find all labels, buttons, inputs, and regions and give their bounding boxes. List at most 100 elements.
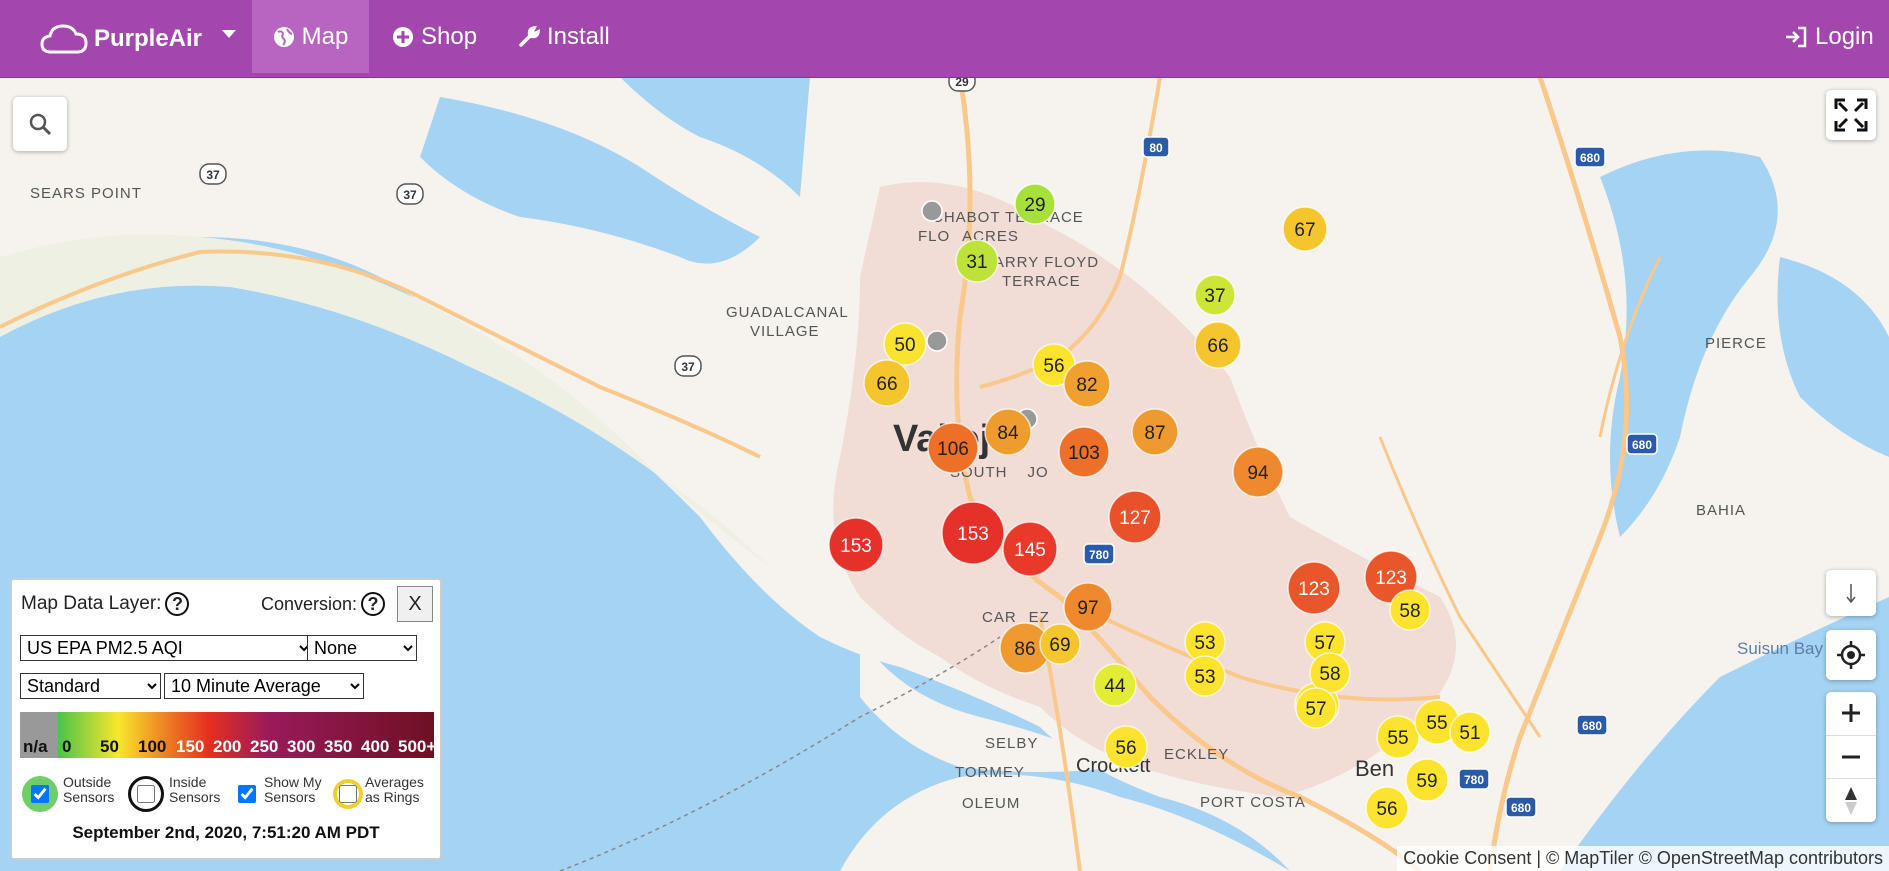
sensor-marker[interactable]: 66	[1194, 321, 1242, 369]
sensor-marker[interactable]: 145	[1002, 521, 1058, 577]
sensor-marker[interactable]: 106	[927, 422, 979, 474]
brand-dropdown-caret[interactable]	[222, 30, 236, 38]
download-button[interactable]	[1826, 570, 1876, 616]
nav-install[interactable]: Install	[518, 0, 610, 73]
map-canvas[interactable]: SEARS POINT CHABOT TERRACE FLO ACRES HAR…	[0, 77, 1889, 871]
sensor-marker[interactable]: 44	[1093, 663, 1137, 707]
place-label: TORMEY	[955, 764, 1025, 781]
sensor-aqi-label: 58	[1319, 664, 1340, 685]
sensor-marker[interactable]: 51	[1449, 711, 1491, 753]
sensor-marker[interactable]: 69	[1039, 623, 1081, 665]
map-data-layer-help-icon[interactable]: ?	[165, 592, 190, 616]
averages-as-rings-checkbox[interactable]	[339, 785, 357, 803]
sensor-aqi-label: 31	[966, 252, 987, 273]
sign-in-icon	[1786, 26, 1807, 47]
outside-sensors-toggle[interactable]	[22, 776, 58, 812]
conversion-select[interactable]: None	[307, 635, 417, 661]
legend-label: 250	[250, 737, 279, 756]
outside-sensors-checkbox[interactable]	[31, 785, 49, 803]
sensor-marker[interactable]: 66	[863, 359, 911, 407]
shield-label: 37	[206, 168, 220, 182]
login-link[interactable]: Login	[1784, 0, 1874, 73]
cloud-icon	[40, 23, 88, 53]
sensor-marker[interactable]: 86	[999, 622, 1051, 674]
averages-as-rings-toggle[interactable]	[333, 779, 363, 809]
average-period-select[interactable]: 10 Minute Average	[164, 673, 364, 699]
search-button[interactable]	[13, 97, 67, 151]
sensor-marker[interactable]: 53	[1184, 655, 1226, 697]
sensor-marker[interactable]: 59	[1405, 758, 1449, 802]
sensor-aqi-label: 57	[1314, 633, 1335, 654]
data-layer-select[interactable]: US EPA PM2.5 AQI	[20, 635, 313, 661]
brand-name: PurpleAir	[94, 24, 203, 52]
search-icon	[29, 113, 52, 136]
show-my-sensors-checkbox[interactable]	[238, 785, 256, 803]
sensor-aqi-label: 37	[1204, 286, 1225, 307]
legend-label: 300	[287, 737, 316, 756]
sensor-marker[interactable]: 50	[883, 322, 927, 366]
sensor-marker[interactable]: 31	[955, 239, 999, 283]
interstate-shield: 680	[1576, 714, 1608, 736]
sensor-aqi-label: 56	[1043, 356, 1064, 377]
sensor-aqi-label: 56	[1376, 799, 1397, 820]
plus-circle-icon	[393, 26, 413, 47]
sensor-marker[interactable]: 58	[1389, 589, 1431, 631]
sensor-marker[interactable]: 67	[1282, 206, 1328, 252]
wrench-icon	[519, 25, 540, 47]
sensor-aqi-label: 86	[1014, 639, 1035, 660]
sensor-aqi-label: 123	[1375, 568, 1407, 589]
sensor-aqi-label: 66	[876, 374, 897, 395]
sensor-marker[interactable]: 94	[1232, 446, 1284, 498]
legend-label: 350	[324, 737, 353, 756]
close-panel-button[interactable]: X	[397, 586, 433, 622]
inside-sensors-label: Inside Sensors	[169, 774, 221, 805]
inside-sensors-toggle[interactable]	[128, 776, 164, 812]
fullscreen-button[interactable]	[1826, 90, 1876, 140]
sensor-marker[interactable]: 58	[1309, 652, 1351, 694]
sensor-aqi-label: 153	[957, 524, 989, 545]
nav-install-label: Install	[547, 22, 610, 50]
sensor-marker[interactable]: 57	[1295, 687, 1337, 729]
nav-shop[interactable]: Shop	[392, 0, 477, 73]
legend-label: 50	[100, 737, 119, 756]
sensor-marker[interactable]: 82	[1063, 360, 1111, 408]
sensor-marker[interactable]: 123	[1287, 561, 1341, 615]
sensor-marker[interactable]: 56	[1104, 725, 1148, 769]
sensor-marker[interactable]: 87	[1131, 408, 1179, 456]
sensor-marker[interactable]: 127	[1108, 490, 1162, 544]
sensor-marker[interactable]: 84	[984, 408, 1032, 456]
sensor-na-marker[interactable]	[926, 330, 948, 352]
sensor-marker[interactable]: 56	[1032, 343, 1076, 387]
aqi-color-legend: n/a 0 50 100 150 200 250 300 350 400 500…	[20, 712, 436, 758]
sensor-aqi-label: 53	[1194, 633, 1215, 654]
conversion-label: Conversion:	[261, 593, 358, 614]
sensor-marker[interactable]: 55	[1376, 715, 1420, 759]
scale-select[interactable]: Standard	[20, 673, 161, 699]
sensor-marker[interactable]: 153	[828, 517, 884, 573]
sensor-marker[interactable]: 55	[1414, 699, 1460, 745]
legend-label: n/a	[23, 737, 48, 756]
nav-map[interactable]: Map	[252, 0, 369, 73]
zoom-out-button[interactable]	[1826, 736, 1876, 780]
brand-logo[interactable]: PurpleAir	[40, 0, 202, 77]
geolocate-button[interactable]	[1826, 630, 1876, 680]
sensor-na-marker[interactable]	[921, 200, 943, 222]
sensor-marker[interactable]: 56	[1365, 786, 1409, 830]
sensor-marker[interactable]: 29	[1014, 183, 1056, 225]
sensor-marker[interactable]: 123	[1364, 550, 1418, 604]
sensor-marker[interactable]: 53	[1184, 621, 1226, 663]
inside-sensors-checkbox[interactable]	[137, 785, 155, 803]
sensor-marker[interactable]: 103	[1058, 426, 1110, 478]
compass-button[interactable]	[1826, 779, 1876, 822]
map-attribution[interactable]: Cookie Consent | © MapTiler © OpenStreet…	[1397, 846, 1889, 871]
zoom-in-button[interactable]	[1826, 692, 1876, 736]
sensor-marker[interactable]: 153	[941, 501, 1005, 565]
legend-label: 400	[361, 737, 390, 756]
sensor-aqi-label: 67	[1294, 220, 1315, 241]
sensor-marker[interactable]: 97	[1063, 582, 1113, 632]
interstate-shield: 80	[1142, 136, 1170, 158]
sensor-marker[interactable]: 37	[1194, 274, 1236, 316]
top-navbar: PurpleAir Map Shop Install Login	[0, 0, 1889, 78]
place-label: CHABOT TERRACE	[932, 209, 1084, 226]
conversion-help-icon[interactable]: ?	[361, 592, 386, 616]
